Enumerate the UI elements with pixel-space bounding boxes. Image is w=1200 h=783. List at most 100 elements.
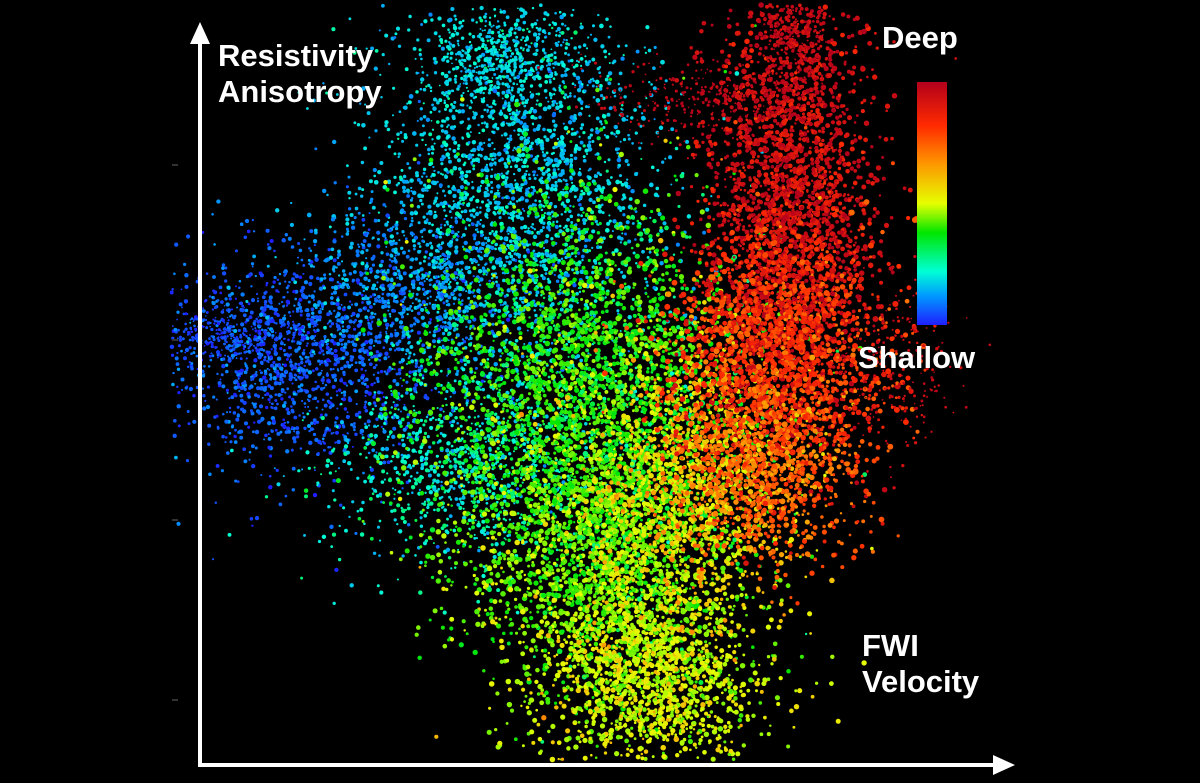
scatter-point xyxy=(274,428,278,432)
scatter-point xyxy=(361,360,365,364)
scatter-point xyxy=(517,26,522,32)
scatter-point xyxy=(416,277,421,282)
scatter-point xyxy=(223,342,226,346)
scatter-point xyxy=(572,283,577,288)
scatter-point xyxy=(557,34,562,38)
scatter-point xyxy=(301,351,306,356)
scatter-point xyxy=(382,395,385,399)
scatter-point xyxy=(544,272,548,275)
scatter-point xyxy=(443,217,446,221)
scatter-point xyxy=(551,113,556,118)
scatter-point xyxy=(564,179,568,183)
scatter-point xyxy=(478,54,483,59)
scatter-point xyxy=(214,316,217,319)
scatter-point xyxy=(444,39,448,43)
scatter-point xyxy=(280,397,284,401)
scatter-point xyxy=(462,163,466,167)
scatter-point xyxy=(378,29,381,32)
scatter-point xyxy=(406,313,409,316)
scatter-point xyxy=(492,24,495,27)
scatter-point xyxy=(433,216,437,220)
scatter-point xyxy=(209,321,212,325)
scatter-point xyxy=(538,27,542,31)
scatter-point xyxy=(443,142,449,148)
scatter-point xyxy=(384,124,388,128)
scatter-point xyxy=(393,190,397,195)
scatter-point xyxy=(292,310,295,313)
scatter-point xyxy=(360,250,365,255)
scatter-point xyxy=(246,340,250,344)
scatter-point xyxy=(442,189,445,193)
scatter-point xyxy=(540,208,544,212)
scatter-point xyxy=(373,393,377,397)
scatter-point xyxy=(276,356,282,361)
scatter-point xyxy=(448,108,453,113)
scatter-point xyxy=(489,87,493,91)
scatter-point xyxy=(323,386,326,389)
scatter-point xyxy=(486,110,489,113)
scatter-point xyxy=(263,338,266,341)
scatter-point xyxy=(570,127,574,131)
scatter-point xyxy=(447,233,450,236)
scatter-point xyxy=(428,289,432,293)
scatter-point xyxy=(658,125,664,131)
scatter-point xyxy=(499,8,502,11)
scatter-point xyxy=(448,210,452,214)
scatter-point xyxy=(422,277,425,280)
scatter-point xyxy=(446,374,449,377)
scatter-point xyxy=(474,211,480,217)
scatter-point xyxy=(324,383,328,387)
scatter-point xyxy=(631,142,634,145)
scatter-point xyxy=(577,51,580,54)
scatter-point xyxy=(340,343,344,346)
scatter-point xyxy=(322,286,326,290)
scatter-point xyxy=(228,326,231,329)
scatter-point xyxy=(268,298,273,303)
scatter-point xyxy=(372,373,375,376)
scatter-point xyxy=(346,411,349,414)
scatter-point xyxy=(352,291,357,296)
scatter-point xyxy=(466,133,471,138)
scatter-point xyxy=(336,342,341,346)
scatter-point xyxy=(532,234,538,240)
scatter-point xyxy=(538,199,542,203)
scatter-point xyxy=(521,57,525,60)
scatter-point xyxy=(369,267,373,271)
scatter-point xyxy=(412,322,417,326)
scatter-point xyxy=(345,384,348,387)
scatter-point xyxy=(172,371,175,375)
scatter-point xyxy=(361,362,366,367)
scatter-point xyxy=(562,188,565,191)
scatter-point xyxy=(418,261,422,265)
scatter-point xyxy=(362,289,366,293)
scatter-point xyxy=(535,126,541,132)
scatter-point xyxy=(650,83,653,86)
scatter-point xyxy=(318,341,322,345)
scatter-point xyxy=(582,155,586,159)
scatter-point xyxy=(405,254,410,259)
scatter-point xyxy=(430,119,433,122)
scatter-point xyxy=(272,419,276,423)
scatter-point xyxy=(400,384,404,387)
scatter-point xyxy=(538,3,543,8)
scatter-point xyxy=(506,183,510,187)
scatter-point xyxy=(239,339,244,344)
scatter-point xyxy=(225,308,229,312)
scatter-point xyxy=(367,300,372,305)
scatter-point xyxy=(183,299,189,304)
scatter-point xyxy=(216,372,219,376)
scatter-point xyxy=(462,91,465,95)
scatter-point xyxy=(615,179,620,185)
scatter-point xyxy=(620,270,624,274)
scatter-point xyxy=(347,175,351,179)
scatter-point xyxy=(415,90,419,94)
scatter-point xyxy=(329,367,333,371)
scatter-point xyxy=(591,229,596,234)
scatter-point xyxy=(176,367,181,372)
scatter-point xyxy=(624,184,628,188)
scatter-point xyxy=(605,17,609,22)
scatter-point xyxy=(253,421,256,424)
scatter-point xyxy=(485,163,489,167)
scatter-point xyxy=(438,183,443,188)
